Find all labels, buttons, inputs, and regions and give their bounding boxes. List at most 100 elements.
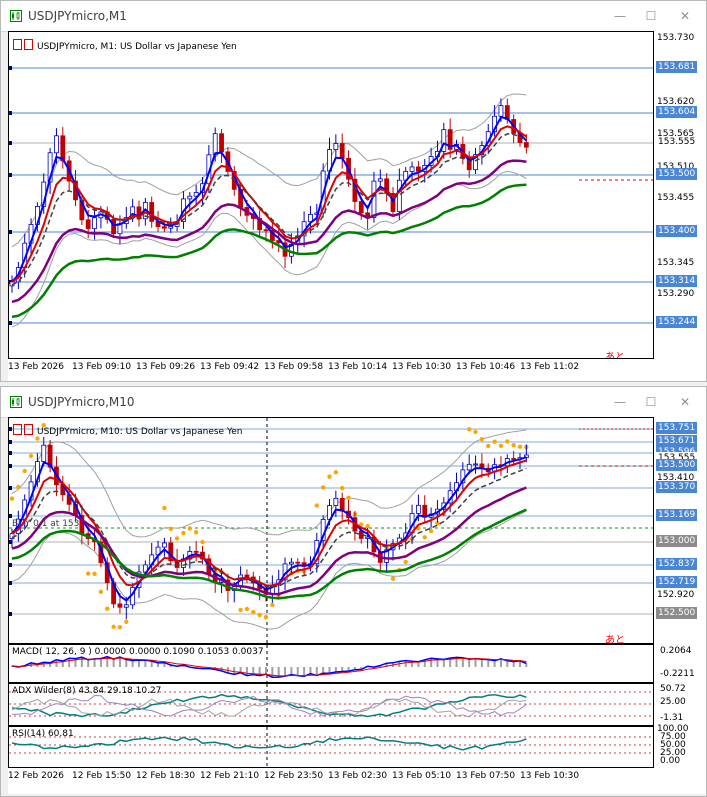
ma-purple bbox=[11, 159, 527, 304]
minimize-icon[interactable]: — bbox=[614, 395, 626, 409]
parabolic-sar-dot bbox=[92, 571, 97, 577]
candle-body bbox=[333, 497, 339, 506]
price-tick-label: 153.510 bbox=[657, 162, 695, 172]
candle-body bbox=[60, 135, 66, 162]
adx-panel[interactable]: ADX Wilder(8) 43.84 29.18 10.27 bbox=[8, 683, 654, 726]
level-handle bbox=[9, 540, 12, 544]
window-title: USDJPYmicro,M10 bbox=[28, 395, 135, 409]
price-tick-label: 153.290 bbox=[657, 289, 695, 299]
price-level-box: 152.837 bbox=[656, 558, 698, 570]
price-level-box: 153.555 bbox=[656, 136, 698, 148]
parabolic-sar-dot bbox=[105, 606, 110, 611]
level-handle bbox=[9, 321, 12, 325]
candle-body bbox=[466, 463, 472, 471]
time-tick-label: 13 Feb 05:10 bbox=[392, 771, 452, 781]
candle-body bbox=[339, 143, 345, 159]
parabolic-sar-dot bbox=[359, 522, 364, 527]
level-handle bbox=[9, 440, 12, 444]
candle-body bbox=[288, 561, 294, 565]
candle-body bbox=[47, 152, 53, 183]
close-icon[interactable]: ✕ bbox=[679, 9, 691, 23]
bollinger-lower bbox=[11, 510, 527, 630]
candle-body bbox=[161, 226, 167, 229]
candle-body bbox=[409, 166, 415, 172]
price-axis-m1: 153.730 153.620 153.565 153.510 153.455 153.3… bbox=[654, 31, 706, 359]
parabolic-sar-dot bbox=[492, 439, 497, 444]
level-handle bbox=[9, 111, 12, 115]
title-bar[interactable]: USDJPYmicro,M10 — ☐ ✕ bbox=[1, 387, 706, 418]
maximize-icon[interactable]: ☐ bbox=[645, 395, 657, 409]
time-tick-label: 13 Feb 10:46 bbox=[456, 362, 516, 372]
price-level-box: 153.671 bbox=[656, 435, 698, 447]
parabolic-sar-dot bbox=[28, 453, 34, 459]
bollinger-upper bbox=[11, 93, 527, 248]
parabolic-sar-dot bbox=[479, 436, 485, 442]
adx-axis: 50.72 25.00 -1.31 bbox=[654, 683, 706, 726]
parabolic-sar-dot bbox=[270, 602, 275, 608]
price-tick-label: 153.620 bbox=[657, 97, 695, 107]
candle-body bbox=[498, 105, 504, 117]
parabolic-sar-dot bbox=[200, 539, 205, 545]
parabolic-sar-dot bbox=[181, 530, 186, 536]
parabolic-sar-dot bbox=[162, 505, 167, 511]
time-tick-label: 13 Feb 10:30 bbox=[520, 771, 580, 781]
app-chart-icon bbox=[10, 396, 22, 408]
candle-body bbox=[123, 604, 129, 608]
maximize-icon[interactable]: ☐ bbox=[645, 9, 657, 23]
candle-body bbox=[415, 166, 421, 172]
rsi-tick-0: 0.00 bbox=[660, 756, 681, 766]
candle-body bbox=[333, 143, 339, 150]
candle-body bbox=[92, 217, 97, 229]
candle-body bbox=[9, 533, 15, 540]
rsi-tick-25: 25.00 bbox=[660, 748, 686, 758]
chart-title: USDJPYmicro, M1: US Dollar vs Japanese Y… bbox=[37, 42, 237, 52]
price-chart-m1[interactable]: USDJPYmicro, M1: US Dollar vs Japanese Y… bbox=[8, 31, 654, 359]
parabolic-sar-dot bbox=[16, 484, 21, 490]
time-axis-m1: 13 Feb 2026 13 Feb 09:10 13 Feb 09:26 13 Fe… bbox=[8, 359, 706, 381]
level-handle bbox=[9, 141, 12, 145]
close-icon[interactable]: ✕ bbox=[679, 395, 691, 409]
parabolic-sar-dot bbox=[22, 468, 27, 474]
time-tick-label: 13 Feb 2026 bbox=[8, 362, 65, 372]
time-tick-label: 13 Feb 09:26 bbox=[136, 362, 196, 372]
chart-header: USDJPYmicro, M10: US Dollar vs Japanese … bbox=[13, 424, 243, 437]
parabolic-sar-dot bbox=[333, 470, 339, 475]
chart-symbol-icon bbox=[13, 424, 22, 435]
price-chart-m10[interactable]: USDJPYmicro, M10: US Dollar vs Japanese … bbox=[8, 417, 654, 644]
candle-body bbox=[263, 229, 269, 232]
chart-window-m1[interactable]: USDJPYmicro,M1 — ☐ ✕ USDJPYmicro, M1: US… bbox=[0, 0, 707, 382]
rsi-panel[interactable]: RSI(14) 60.81 bbox=[8, 726, 654, 768]
candle-body bbox=[212, 133, 218, 156]
chart-window-m10[interactable]: USDJPYmicro,M10 — ☐ ✕ USDJPYmicro, M10: … bbox=[0, 386, 707, 797]
rsi-axis: 100.00 75.00 50.00 25.00 0.00 bbox=[654, 724, 706, 768]
chart-symbol-icon bbox=[13, 39, 22, 50]
bar-countdown: あと00:43 bbox=[605, 352, 625, 359]
candle-body bbox=[47, 444, 53, 468]
level-handle bbox=[9, 66, 12, 70]
rsi-tick-50: 50.00 bbox=[660, 740, 686, 750]
parabolic-sar-dot bbox=[124, 619, 129, 624]
app-chart-icon bbox=[10, 10, 22, 22]
macd-signal-line bbox=[11, 657, 527, 677]
time-tick-label: 12 Feb 21:10 bbox=[200, 771, 260, 781]
price-level-box: 153.681 bbox=[656, 61, 698, 73]
parabolic-sar-dot bbox=[365, 523, 370, 529]
price-level-box: 153.604 bbox=[656, 106, 698, 118]
price-level-box: 153.244 bbox=[656, 316, 698, 328]
ma-blue bbox=[11, 456, 527, 602]
level-handle bbox=[9, 464, 12, 468]
ma-red bbox=[11, 125, 527, 283]
time-tick-label: 13 Feb 10:14 bbox=[328, 362, 388, 372]
candle-body bbox=[111, 218, 116, 235]
bollinger-lower bbox=[11, 170, 527, 328]
macd-panel[interactable]: MACD( 12, 26, 9 ) 0.0000 0.0000 0.1090 0… bbox=[8, 644, 654, 683]
title-bar[interactable]: USDJPYmicro,M1 — ☐ ✕ bbox=[1, 1, 706, 32]
price-tick-label: 153.345 bbox=[657, 258, 695, 268]
price-tick-label: 153.565 bbox=[657, 129, 695, 139]
candle-body bbox=[161, 542, 167, 548]
adx-minus-di bbox=[11, 698, 527, 718]
level-handle bbox=[9, 451, 12, 455]
ma-dashed bbox=[11, 133, 527, 286]
price-level-box: 153.400 bbox=[656, 225, 698, 237]
minimize-icon[interactable]: — bbox=[614, 9, 626, 23]
